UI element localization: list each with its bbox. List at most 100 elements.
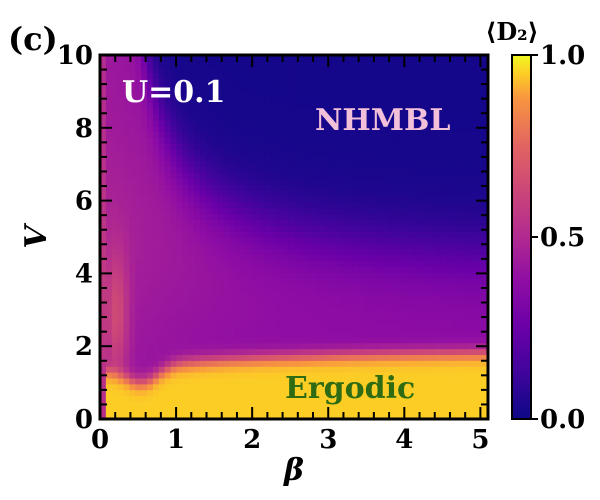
heatmap-cell (147, 272, 154, 279)
heatmap-cell (147, 383, 154, 391)
heatmap-cell (288, 278, 295, 285)
heatmap-cell (382, 342, 389, 350)
heatmap-cell (435, 283, 442, 291)
heatmap-cell (393, 143, 401, 150)
heatmap-cell (294, 213, 301, 220)
heatmap-cell (288, 366, 295, 373)
heatmap-cell (323, 248, 330, 256)
heatmap-cell (211, 407, 219, 414)
heatmap-cell (329, 195, 336, 203)
heatmap-cell (388, 354, 395, 361)
heatmap-cell (446, 348, 454, 356)
heatmap-cell (352, 354, 360, 361)
heatmap-cell (435, 336, 442, 344)
heatmap-cell (370, 125, 377, 132)
heatmap-cell (429, 407, 436, 414)
heatmap-cell (182, 389, 189, 397)
heatmap-cell (446, 113, 454, 121)
heatmap-cell (100, 178, 107, 185)
heatmap-cell (252, 254, 260, 262)
heatmap-cell (329, 319, 336, 326)
heatmap-cell (252, 72, 260, 80)
heatmap-cell (358, 407, 366, 414)
heatmap-cell (393, 154, 401, 162)
heatmap-cell (141, 354, 148, 361)
heatmap-cell (346, 119, 354, 127)
heatmap-cell (341, 113, 348, 121)
heatmap-cell (229, 90, 236, 97)
heatmap-cell (411, 336, 419, 344)
heatmap-cell (305, 78, 313, 85)
heatmap-cell (223, 225, 230, 232)
heatmap-cell (341, 72, 348, 80)
heatmap-cell (223, 266, 230, 273)
heatmap-cell (399, 325, 407, 332)
heatmap-cell (258, 395, 266, 402)
heatmap-cell (158, 383, 166, 391)
heatmap-cell (440, 154, 448, 162)
heatmap-cell (229, 413, 236, 420)
heatmap-cell (252, 354, 260, 361)
heatmap-cell (182, 260, 189, 267)
heatmap-cell (417, 413, 424, 420)
heatmap-cell (111, 330, 119, 338)
heatmap-cell (399, 260, 407, 267)
heatmap-cell (417, 307, 424, 314)
heatmap-cell (246, 119, 254, 127)
heatmap-cell (288, 78, 295, 85)
heatmap-cell (111, 389, 119, 397)
heatmap-cell (129, 90, 136, 97)
heatmap-cell (288, 60, 295, 68)
heatmap-cell (194, 301, 201, 309)
heatmap-cell (294, 225, 301, 232)
heatmap-cell (117, 72, 125, 80)
heatmap-cell (205, 301, 213, 309)
heatmap-cell (217, 366, 225, 373)
heatmap-cell (217, 131, 225, 138)
heatmap-cell (170, 148, 178, 156)
heatmap-cell (376, 55, 383, 62)
heatmap-cell (446, 172, 454, 179)
heatmap-cell (452, 166, 460, 174)
heatmap-cell (440, 272, 448, 279)
heatmap-cell (211, 113, 219, 121)
heatmap-cell (194, 231, 201, 238)
heatmap-cell (476, 330, 483, 338)
heatmap-cell (270, 201, 277, 209)
heatmap-cell (147, 260, 154, 267)
heatmap-cell (229, 272, 236, 279)
heatmap-cell (100, 278, 107, 285)
heatmap-cell (399, 330, 407, 338)
heatmap-cell (446, 166, 454, 174)
heatmap-cell (464, 289, 471, 297)
heatmap-cell (423, 272, 430, 279)
heatmap-cell (264, 266, 272, 273)
heatmap-cell (411, 107, 419, 115)
heatmap-cell (429, 96, 436, 103)
heatmap-cell (470, 172, 477, 179)
heatmap-cell (235, 60, 242, 68)
heatmap-cell (458, 366, 466, 373)
heatmap-cell (117, 160, 125, 168)
heatmap-cell (341, 260, 348, 267)
heatmap-cell (152, 107, 160, 115)
heatmap-cell (135, 366, 142, 373)
heatmap-cell (152, 96, 160, 103)
heatmap-cell (376, 354, 383, 361)
heatmap-cell (241, 242, 248, 250)
heatmap-cell (364, 330, 372, 338)
heatmap-cell (223, 160, 230, 168)
heatmap-cell (182, 96, 189, 103)
heatmap-cell (100, 131, 107, 138)
heatmap-cell (188, 66, 195, 74)
heatmap-cell (399, 96, 407, 103)
heatmap-cell (170, 72, 178, 80)
heatmap-cell (217, 143, 225, 150)
heatmap-cell (405, 278, 413, 285)
heatmap-cell (141, 348, 148, 356)
heatmap-cell (440, 113, 448, 121)
heatmap-cell (164, 360, 172, 367)
heatmap-cell (141, 184, 148, 191)
heatmap-cell (105, 190, 113, 197)
heatmap-cell (111, 383, 119, 391)
